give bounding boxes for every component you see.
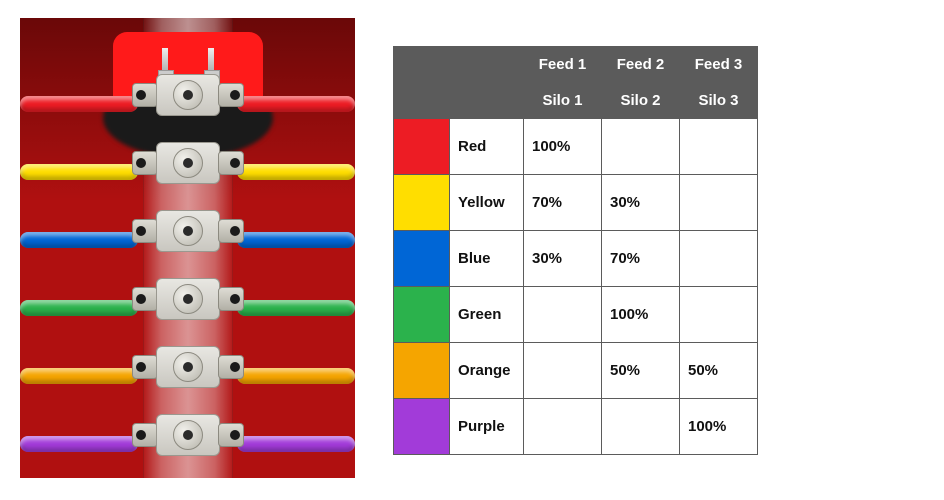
color-swatch (394, 399, 450, 455)
feed-mix-table: Feed 1 Feed 2 Feed 3 Silo 1 Silo 2 Silo … (393, 46, 758, 455)
mix-value: 30% (524, 231, 602, 287)
mix-value (524, 287, 602, 343)
color-name: Purple (450, 399, 524, 455)
tube (20, 436, 138, 452)
tube (20, 368, 138, 384)
table-row: Orange 50%50% (394, 343, 758, 399)
header-silo-1: Silo 1 (524, 83, 602, 119)
header-blank-2 (394, 83, 524, 119)
mix-value: 70% (602, 231, 680, 287)
color-name: Yellow (450, 175, 524, 231)
tube (237, 232, 355, 248)
color-swatch (394, 343, 450, 399)
mix-value: 70% (524, 175, 602, 231)
header-silo-3: Silo 3 (680, 83, 758, 119)
mix-value: 100% (680, 399, 758, 455)
table-row: Green 100% (394, 287, 758, 343)
tube (20, 232, 138, 248)
tube (237, 164, 355, 180)
mix-value (602, 399, 680, 455)
color-name: Red (450, 119, 524, 175)
mix-value: 30% (602, 175, 680, 231)
mix-value: 50% (602, 343, 680, 399)
tube (237, 96, 355, 112)
mix-value (602, 119, 680, 175)
header-silo-2: Silo 2 (602, 83, 680, 119)
mix-value: 50% (680, 343, 758, 399)
fitting (136, 336, 240, 398)
mix-value (524, 343, 602, 399)
mix-value (680, 287, 758, 343)
fitting (136, 268, 240, 330)
header-blank (394, 47, 524, 83)
tube (20, 300, 138, 316)
color-swatch (394, 287, 450, 343)
table-row: Purple 100% (394, 399, 758, 455)
tube (237, 300, 355, 316)
mix-value (680, 119, 758, 175)
color-name: Blue (450, 231, 524, 287)
tube (20, 96, 138, 112)
mix-value (680, 175, 758, 231)
manifold-photo (20, 18, 355, 478)
tube (237, 436, 355, 452)
fitting (136, 200, 240, 262)
color-swatch (394, 231, 450, 287)
mix-value (680, 231, 758, 287)
fitting (136, 132, 240, 194)
color-name: Green (450, 287, 524, 343)
color-swatch (394, 175, 450, 231)
tube (20, 164, 138, 180)
color-name: Orange (450, 343, 524, 399)
table-row: Blue30%70% (394, 231, 758, 287)
tube (237, 368, 355, 384)
header-feed-3: Feed 3 (680, 47, 758, 83)
header-feed-2: Feed 2 (602, 47, 680, 83)
table-row: Red100% (394, 119, 758, 175)
color-swatch (394, 119, 450, 175)
fitting (136, 64, 240, 126)
fitting (136, 404, 240, 466)
mix-value (524, 399, 602, 455)
manifold-stack (136, 64, 240, 472)
table-row: Yellow70%30% (394, 175, 758, 231)
mix-value: 100% (602, 287, 680, 343)
mix-value: 100% (524, 119, 602, 175)
header-feed-1: Feed 1 (524, 47, 602, 83)
